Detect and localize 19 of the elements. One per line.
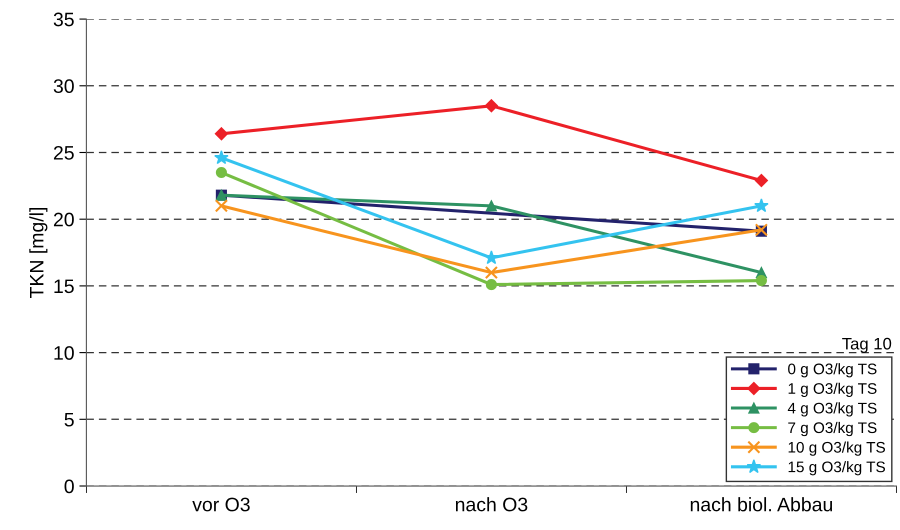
y-tick-label: 5 — [64, 412, 74, 427]
annotation: Tag 10 — [842, 338, 892, 353]
y-tick-label: 25 — [54, 146, 74, 160]
legend-label: 10 g O3/kg TS — [788, 441, 886, 456]
y-tick-label: 35 — [54, 12, 74, 26]
x-tick-label: vor O3 — [192, 498, 250, 512]
y-tick-label: 20 — [54, 212, 74, 226]
x-tick-label: nach biol. Abbau — [690, 497, 832, 512]
legend-label: 7 g O3/kg TS — [788, 422, 877, 436]
legend-label: 4 g O3/kg TS — [788, 402, 877, 417]
legend-label: 15 g O3/kg TS — [788, 461, 886, 476]
y-tick-label: 30 — [54, 79, 74, 94]
y-tick-label: 0 — [64, 479, 74, 494]
x-tick-label: nach O3 — [456, 497, 528, 512]
y-tick-label: 15 — [54, 280, 74, 294]
legend-label: 0 g O3/kg TS — [788, 363, 877, 378]
legend-label: 1 g O3/kg TS — [788, 382, 877, 397]
y-tick-label: 10 — [54, 346, 74, 360]
y-axis-title: TKN [mg/l] — [29, 208, 48, 298]
